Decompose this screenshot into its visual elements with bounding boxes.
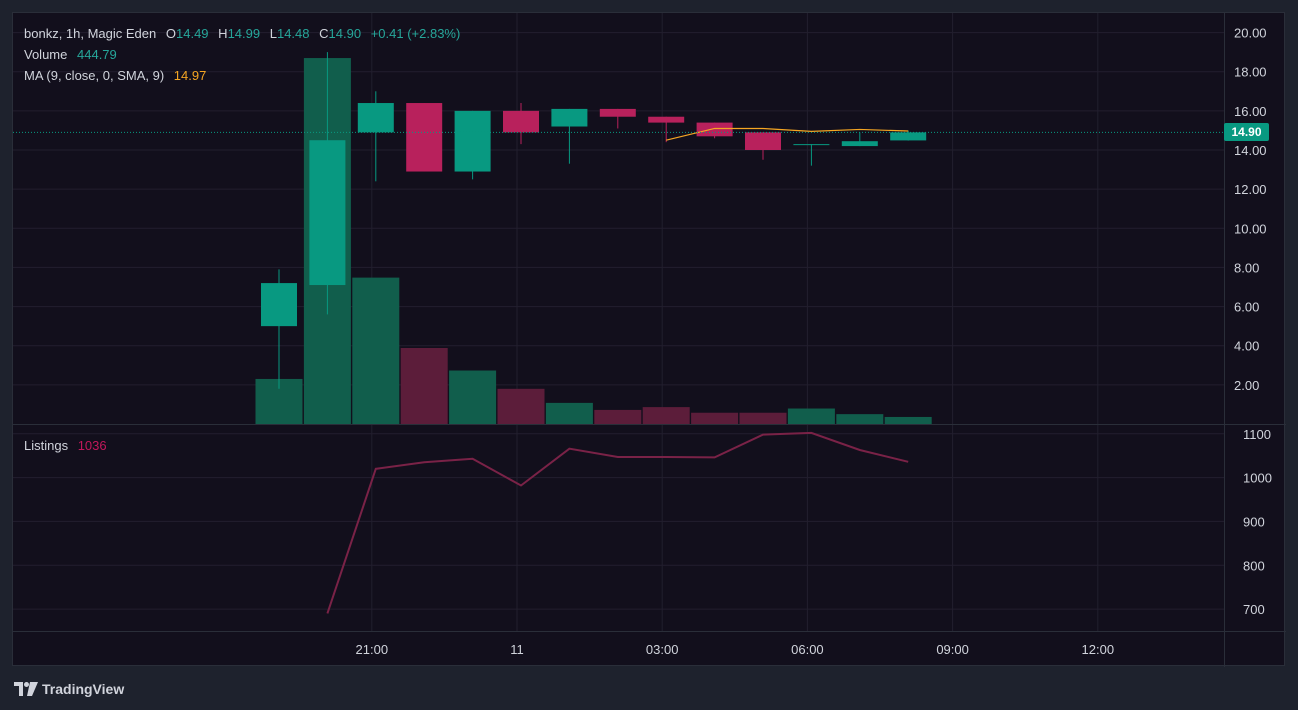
volume-bar-13: [884, 416, 932, 424]
volume-bar-6: [545, 402, 593, 424]
y-tick-label-8.00: 8.00: [1234, 260, 1259, 275]
candle-body-6: [551, 108, 588, 127]
volume-bar-2: [352, 277, 400, 424]
low-value: 14.48: [276, 26, 310, 41]
volume-value: 444.79: [77, 47, 117, 62]
brand-name: TradingView: [42, 681, 125, 697]
y-tick-label-6.00: 6.00: [1234, 300, 1259, 315]
close-value: 14.90: [328, 26, 362, 41]
ma-label[interactable]: MA (9, close, 0, SMA, 9): [24, 68, 165, 83]
open-value: 14.49: [176, 26, 209, 41]
y-tick-label-18.00: 18.00: [1234, 65, 1267, 80]
candle-body-0: [261, 283, 297, 327]
listings-value: 1036: [77, 438, 107, 453]
chart-frame[interactable]: 2.00 4.00 6.00 8.00 10.00 12.00 14.00 16.00 18.0…: [12, 12, 1286, 667]
y-tick-label-14.00: 14.00: [1234, 143, 1267, 158]
y-tick-label-10.00: 10.00: [1234, 221, 1267, 236]
candle-body-9: [696, 122, 733, 137]
listings-line: [326, 431, 909, 614]
ma-line: [666, 127, 909, 141]
listings-y-tick-label-1100: 1100: [1243, 427, 1271, 442]
chart-canvas[interactable]: 2.00 4.00 6.00 8.00 10.00 12.00 14.00 16.00 18.0…: [13, 13, 1286, 667]
volume-bar-9: [691, 412, 739, 424]
x-tick-label-09:00: 09:00: [936, 642, 969, 657]
candle-body-4: [454, 110, 491, 172]
x-tick-label-11: 11: [510, 642, 524, 657]
y-tick-label-16.00: 16.00: [1234, 104, 1267, 119]
volume-bar-4: [449, 370, 497, 424]
current-price-tag: 14.90: [1224, 123, 1269, 142]
main-legend: bonkz, 1h, Magic Eden O14.49 H14.99 L14.…: [24, 26, 462, 41]
candle-body-1: [309, 140, 346, 286]
candle-body-5: [503, 110, 539, 133]
open-label: O: [165, 26, 176, 41]
close-label: C: [319, 26, 329, 41]
y-tick-label-2.00: 2.00: [1234, 378, 1259, 393]
ma-legend: MA (9, close, 0, SMA, 9) 14.97: [24, 68, 208, 83]
x-tick-label-06:00: 06:00: [791, 642, 824, 657]
candle-body-8: [648, 116, 685, 123]
change-value: +0.41 (+2.83%): [370, 26, 461, 41]
candle-body-3: [406, 103, 443, 172]
volume-bar-8: [642, 407, 690, 424]
listings-y-tick-label-1000: 1000: [1243, 471, 1272, 486]
candle-body-7: [599, 108, 636, 117]
y-tick-label-20.00: 20.00: [1234, 26, 1267, 41]
ma-value: 14.97: [173, 68, 207, 83]
volume-legend: Volume 444.79: [24, 47, 119, 62]
candle-body-13: [890, 132, 927, 141]
y-tick-label-4.00: 4.00: [1234, 339, 1259, 354]
x-tick-label-03:00: 03:00: [646, 642, 679, 657]
volume-bar-11: [787, 408, 835, 424]
volume-label[interactable]: Volume: [24, 47, 68, 62]
tradingview-brand[interactable]: TradingView: [14, 679, 124, 699]
low-label: L: [269, 26, 277, 41]
listings-label[interactable]: Listings: [24, 438, 69, 453]
tradingview-logo-icon: [14, 682, 38, 696]
volume-bar-5: [497, 388, 545, 424]
listings-legend: Listings 1036: [24, 438, 109, 453]
volume-bar-3: [400, 347, 448, 424]
high-label: H: [218, 26, 228, 41]
candle-body-11: [793, 144, 830, 146]
listings-y-tick-label-700: 700: [1243, 602, 1265, 617]
candle-body-12: [841, 141, 878, 147]
high-value: 14.99: [227, 26, 261, 41]
candle-body-10: [745, 132, 781, 150]
volume-bar-7: [594, 409, 642, 424]
x-tick-label-12:00: 12:00: [1082, 642, 1115, 657]
volume-bar-12: [836, 414, 884, 424]
x-tick-label-21:00: 21:00: [356, 642, 389, 657]
symbol-info[interactable]: bonkz, 1h, Magic Eden: [24, 26, 157, 41]
volume-bar-10: [739, 412, 787, 424]
listings-y-tick-label-800: 800: [1243, 558, 1265, 573]
listings-y-tick-label-900: 900: [1243, 514, 1265, 529]
y-tick-label-12.00: 12.00: [1234, 182, 1267, 197]
candle-body-2: [357, 103, 394, 133]
